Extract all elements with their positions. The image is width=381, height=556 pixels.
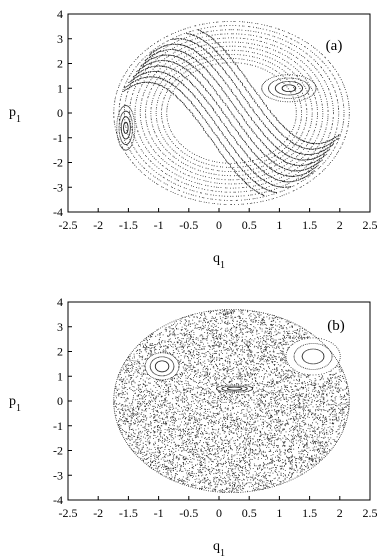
panel-a-ytick-label: -1	[53, 131, 63, 145]
panel-a-trajectory-dots	[113, 21, 350, 205]
panel-b-ytick-label: 0	[57, 394, 63, 408]
panel-b-xlabel: q1	[213, 539, 225, 556]
panel-a-xtick-label: 2	[337, 218, 343, 232]
panel-b-xtick-label: -2.5	[59, 506, 78, 520]
panel-a-xticks: -2.5 -2 -1.5 -1 -0.5 0 0.5 1 1.5 2 2.5	[59, 208, 378, 232]
panel-b-ytick-label: 1	[57, 369, 63, 383]
panel-a-xtick-label: -2	[93, 218, 103, 232]
panel-a-xtick-label: 0	[216, 218, 222, 232]
panel-a-points	[113, 21, 350, 205]
panel-b-xticks: -2.5 -2 -1.5 -1 -0.5 0 0.5 1 1.5 2 2.5	[59, 496, 378, 520]
panel-a-ylabel-sub: 1	[16, 114, 21, 125]
panel-b-xtick-label: 2	[337, 506, 343, 520]
panel-a-ytick-label: 4	[57, 7, 63, 21]
panel-b-ytick-label: 2	[57, 345, 63, 359]
panel-b-points	[113, 309, 350, 493]
panel-b-xtick-label: 1	[276, 506, 282, 520]
panel-b-ytick-label: -1	[53, 419, 63, 433]
panel-b-xtick-label: 0	[216, 506, 222, 520]
panel-a-ytick-label: 0	[57, 106, 63, 120]
panel-b-ylabel-sub: 1	[16, 403, 21, 414]
panel-a-yticks: 4 3 2 1 0 -1 -2 -3 -4	[53, 7, 72, 219]
panel-b-xtick-label: 1.5	[302, 506, 317, 520]
panel-b-ytick-label: -2	[53, 444, 63, 458]
panel-b-ytick-label: -3	[53, 468, 63, 482]
panel-a-ytick-label: -3	[53, 180, 63, 194]
panel-b-xtick-label: -1	[154, 506, 164, 520]
panel-b-trajectory-dots	[113, 309, 350, 493]
panel-b-xtick-label: 2.5	[363, 506, 378, 520]
panel-b-ytick-label: 3	[57, 320, 63, 334]
panel-a-xtick-label: -2.5	[59, 218, 78, 232]
panel-b-ytick-label: -4	[53, 493, 63, 507]
panel-b-ytick-label: 4	[57, 295, 63, 309]
panel-b-xlabel-sub: 1	[220, 548, 225, 556]
panel-a-xtick-label: -1	[154, 218, 164, 232]
panel-a-xtick-label: -1.5	[119, 218, 138, 232]
panel-a-xlabel: q1	[213, 251, 225, 271]
panel-a-xtick-label: 2.5	[363, 218, 378, 232]
panel-a-xtick-label: 0.5	[242, 218, 257, 232]
panel-a-xtick-label: -0.5	[179, 218, 198, 232]
panel-a-ytick-label: -4	[53, 205, 63, 219]
panel-b-xtick-label: 0.5	[242, 506, 257, 520]
panel-b-label: (b)	[327, 318, 345, 334]
panel-b-xtick-label: -1.5	[119, 506, 138, 520]
panel-b-xtick-label: -0.5	[179, 506, 198, 520]
panel-a-ytick-label: -2	[53, 156, 63, 170]
panel-a-ylabel: p1	[9, 105, 21, 125]
panel-a-xtick-label: 1	[276, 218, 282, 232]
panel-a: -2.5 -2 -1.5 -1 -0.5 0 0.5 1 1.5 2 2.5 4 3 2 1 0 -1 -2 -3…	[9, 7, 378, 271]
panel-b: -2.5 -2 -1.5 -1 -0.5 0 0.5 1 1.5 2 2.5 4 3 2 1 0 -1 -2 -3…	[9, 295, 378, 556]
panel-b-yticks: 4 3 2 1 0 -1 -2 -3 -4	[53, 295, 72, 507]
panel-a-label: (a)	[326, 38, 343, 54]
panel-a-xlabel-sub: 1	[220, 260, 225, 271]
panel-a-ytick-label: 2	[57, 57, 63, 71]
panel-b-xtick-label: -2	[93, 506, 103, 520]
panel-a-ytick-label: 3	[57, 32, 63, 46]
panel-a-ytick-label: 1	[57, 81, 63, 95]
panel-a-xtick-label: 1.5	[302, 218, 317, 232]
panel-b-ylabel: p1	[9, 394, 21, 414]
